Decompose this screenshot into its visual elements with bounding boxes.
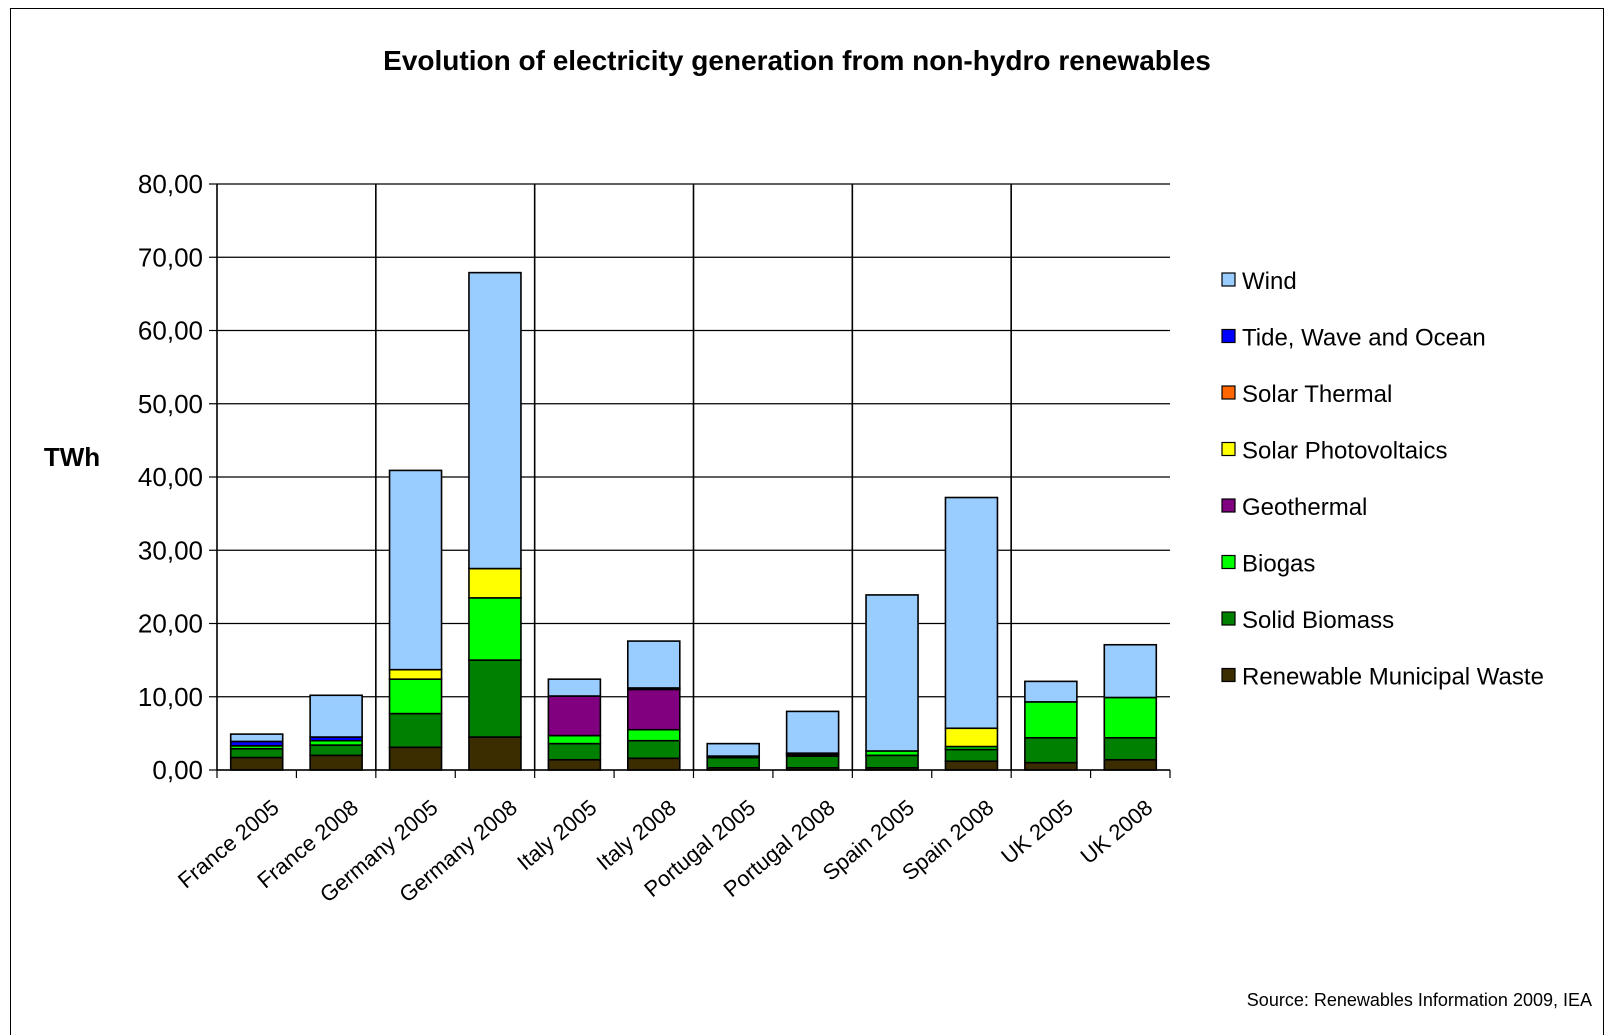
bar-segment-solar-photovoltaics: [468, 567, 522, 599]
legend-swatch: [1221, 554, 1236, 570]
bar-segment-solid-biomass: [1024, 736, 1078, 764]
bar-segment-renewable-municipal-waste: [626, 757, 681, 771]
x-tick-label: UK 2005: [996, 795, 1078, 869]
bar-segment-renewable-municipal-waste: [1024, 761, 1078, 771]
legend-entry: Biogas: [1242, 551, 1315, 578]
y-axis-label: TWh: [44, 442, 100, 472]
bar-segment-solid-biomass: [229, 747, 284, 759]
y-tick-label: 40,00: [138, 462, 203, 492]
bar-segment-wind: [626, 640, 681, 689]
bar-segment-solid-biomass: [388, 712, 443, 749]
bar-segment-wind: [1103, 643, 1158, 699]
bar-segment-renewable-municipal-waste: [468, 736, 522, 771]
bar-segment-wind: [547, 678, 602, 697]
legend-swatch: [1221, 498, 1236, 513]
bar-segment-solid-biomass: [468, 659, 522, 738]
legend-swatch: [1221, 272, 1236, 287]
legend-entry: Geothermal: [1242, 494, 1367, 521]
x-tick-label: UK 2008: [1076, 795, 1158, 869]
bar-segment-biogas: [626, 728, 681, 742]
country-separators: [375, 184, 1012, 770]
bar-segment-renewable-municipal-waste: [547, 758, 602, 771]
y-tick-label: 10,00: [138, 682, 203, 712]
bar-segment-solid-biomass: [547, 742, 602, 761]
legend-swatch: [1221, 441, 1236, 457]
bar-segment-wind: [706, 742, 761, 757]
chart-frame: [10, 8, 1604, 1035]
bar-segment-geothermal: [547, 695, 602, 737]
bar-segment-renewable-municipal-waste: [944, 760, 999, 771]
y-tick-label: 60,00: [138, 316, 203, 346]
bar-segment-wind: [388, 469, 443, 671]
bar-segment-wind: [229, 733, 284, 743]
legend-entry: Tide, Wave and Ocean: [1242, 325, 1486, 352]
legend-entry: Solar Photovoltaics: [1242, 438, 1447, 465]
bar-segment-biogas: [468, 597, 522, 661]
bar-segment-solid-biomass: [1103, 736, 1158, 761]
legend-entry: Solar Thermal: [1242, 381, 1392, 408]
y-tick-label: 80,00: [138, 169, 203, 199]
bar-segment-solid-biomass: [865, 754, 919, 769]
bar-segment-wind: [309, 694, 363, 738]
bar-segment-wind: [1024, 680, 1078, 703]
y-tick-labels: 0,00 10,00 20,00 30,00 40,00 50,00 60,00 70,00 8…: [138, 169, 203, 785]
bar-segment-biogas: [1024, 701, 1078, 739]
bar-segment-biogas: [1103, 696, 1158, 739]
legend-swatch: [1221, 667, 1236, 683]
bar-segment-wind: [944, 496, 999, 730]
bar-segment-solid-biomass: [944, 748, 999, 763]
bar-segment-biogas: [388, 678, 443, 715]
bar-segment-solid-biomass: [309, 744, 363, 757]
legend-entry: Renewable Municipal Waste: [1242, 664, 1544, 691]
bar-segment-wind: [468, 271, 522, 570]
legend-entry: Solid Biomass: [1242, 607, 1394, 634]
legend-swatch: [1221, 385, 1236, 400]
bar-segment-renewable-municipal-waste: [229, 756, 284, 771]
bar-segment-geothermal: [626, 688, 681, 731]
bar-segment-wind: [785, 710, 840, 754]
bar-segment-renewable-municipal-waste: [1103, 758, 1158, 771]
bar-segment-wind: [865, 594, 919, 752]
bar-segment-renewable-municipal-waste: [309, 754, 363, 771]
bar-segment-solid-biomass: [626, 739, 681, 760]
legend-swatch: [1221, 611, 1236, 626]
y-tick-label: 30,00: [138, 535, 203, 565]
bar-segment-renewable-municipal-waste: [388, 746, 443, 771]
y-tick-label: 70,00: [138, 242, 203, 272]
y-tick-label: 0,00: [152, 755, 203, 785]
source-note: Source: Renewables Information 2009, IEA: [1247, 990, 1592, 1010]
legend-swatch: [1221, 328, 1236, 344]
legend: Wind Tide, Wave and Ocean Solar Thermal Sol…: [1221, 268, 1544, 691]
bar-segment-solid-biomass: [785, 755, 840, 769]
bar-segment-biogas: [547, 734, 602, 745]
bar-segment-solar-photovoltaics: [944, 727, 999, 748]
bar-segment-solid-biomass: [706, 756, 761, 769]
axes: [216, 184, 1171, 778]
x-tick-label: Italy 2005: [512, 795, 601, 875]
chart-title: Evolution of electricity generation from…: [383, 45, 1211, 76]
legend-entry: Wind: [1242, 268, 1297, 295]
y-tick-label: 20,00: [138, 609, 203, 639]
bar-segment-solar-photovoltaics: [388, 668, 443, 680]
y-tick-label: 50,00: [138, 389, 203, 419]
